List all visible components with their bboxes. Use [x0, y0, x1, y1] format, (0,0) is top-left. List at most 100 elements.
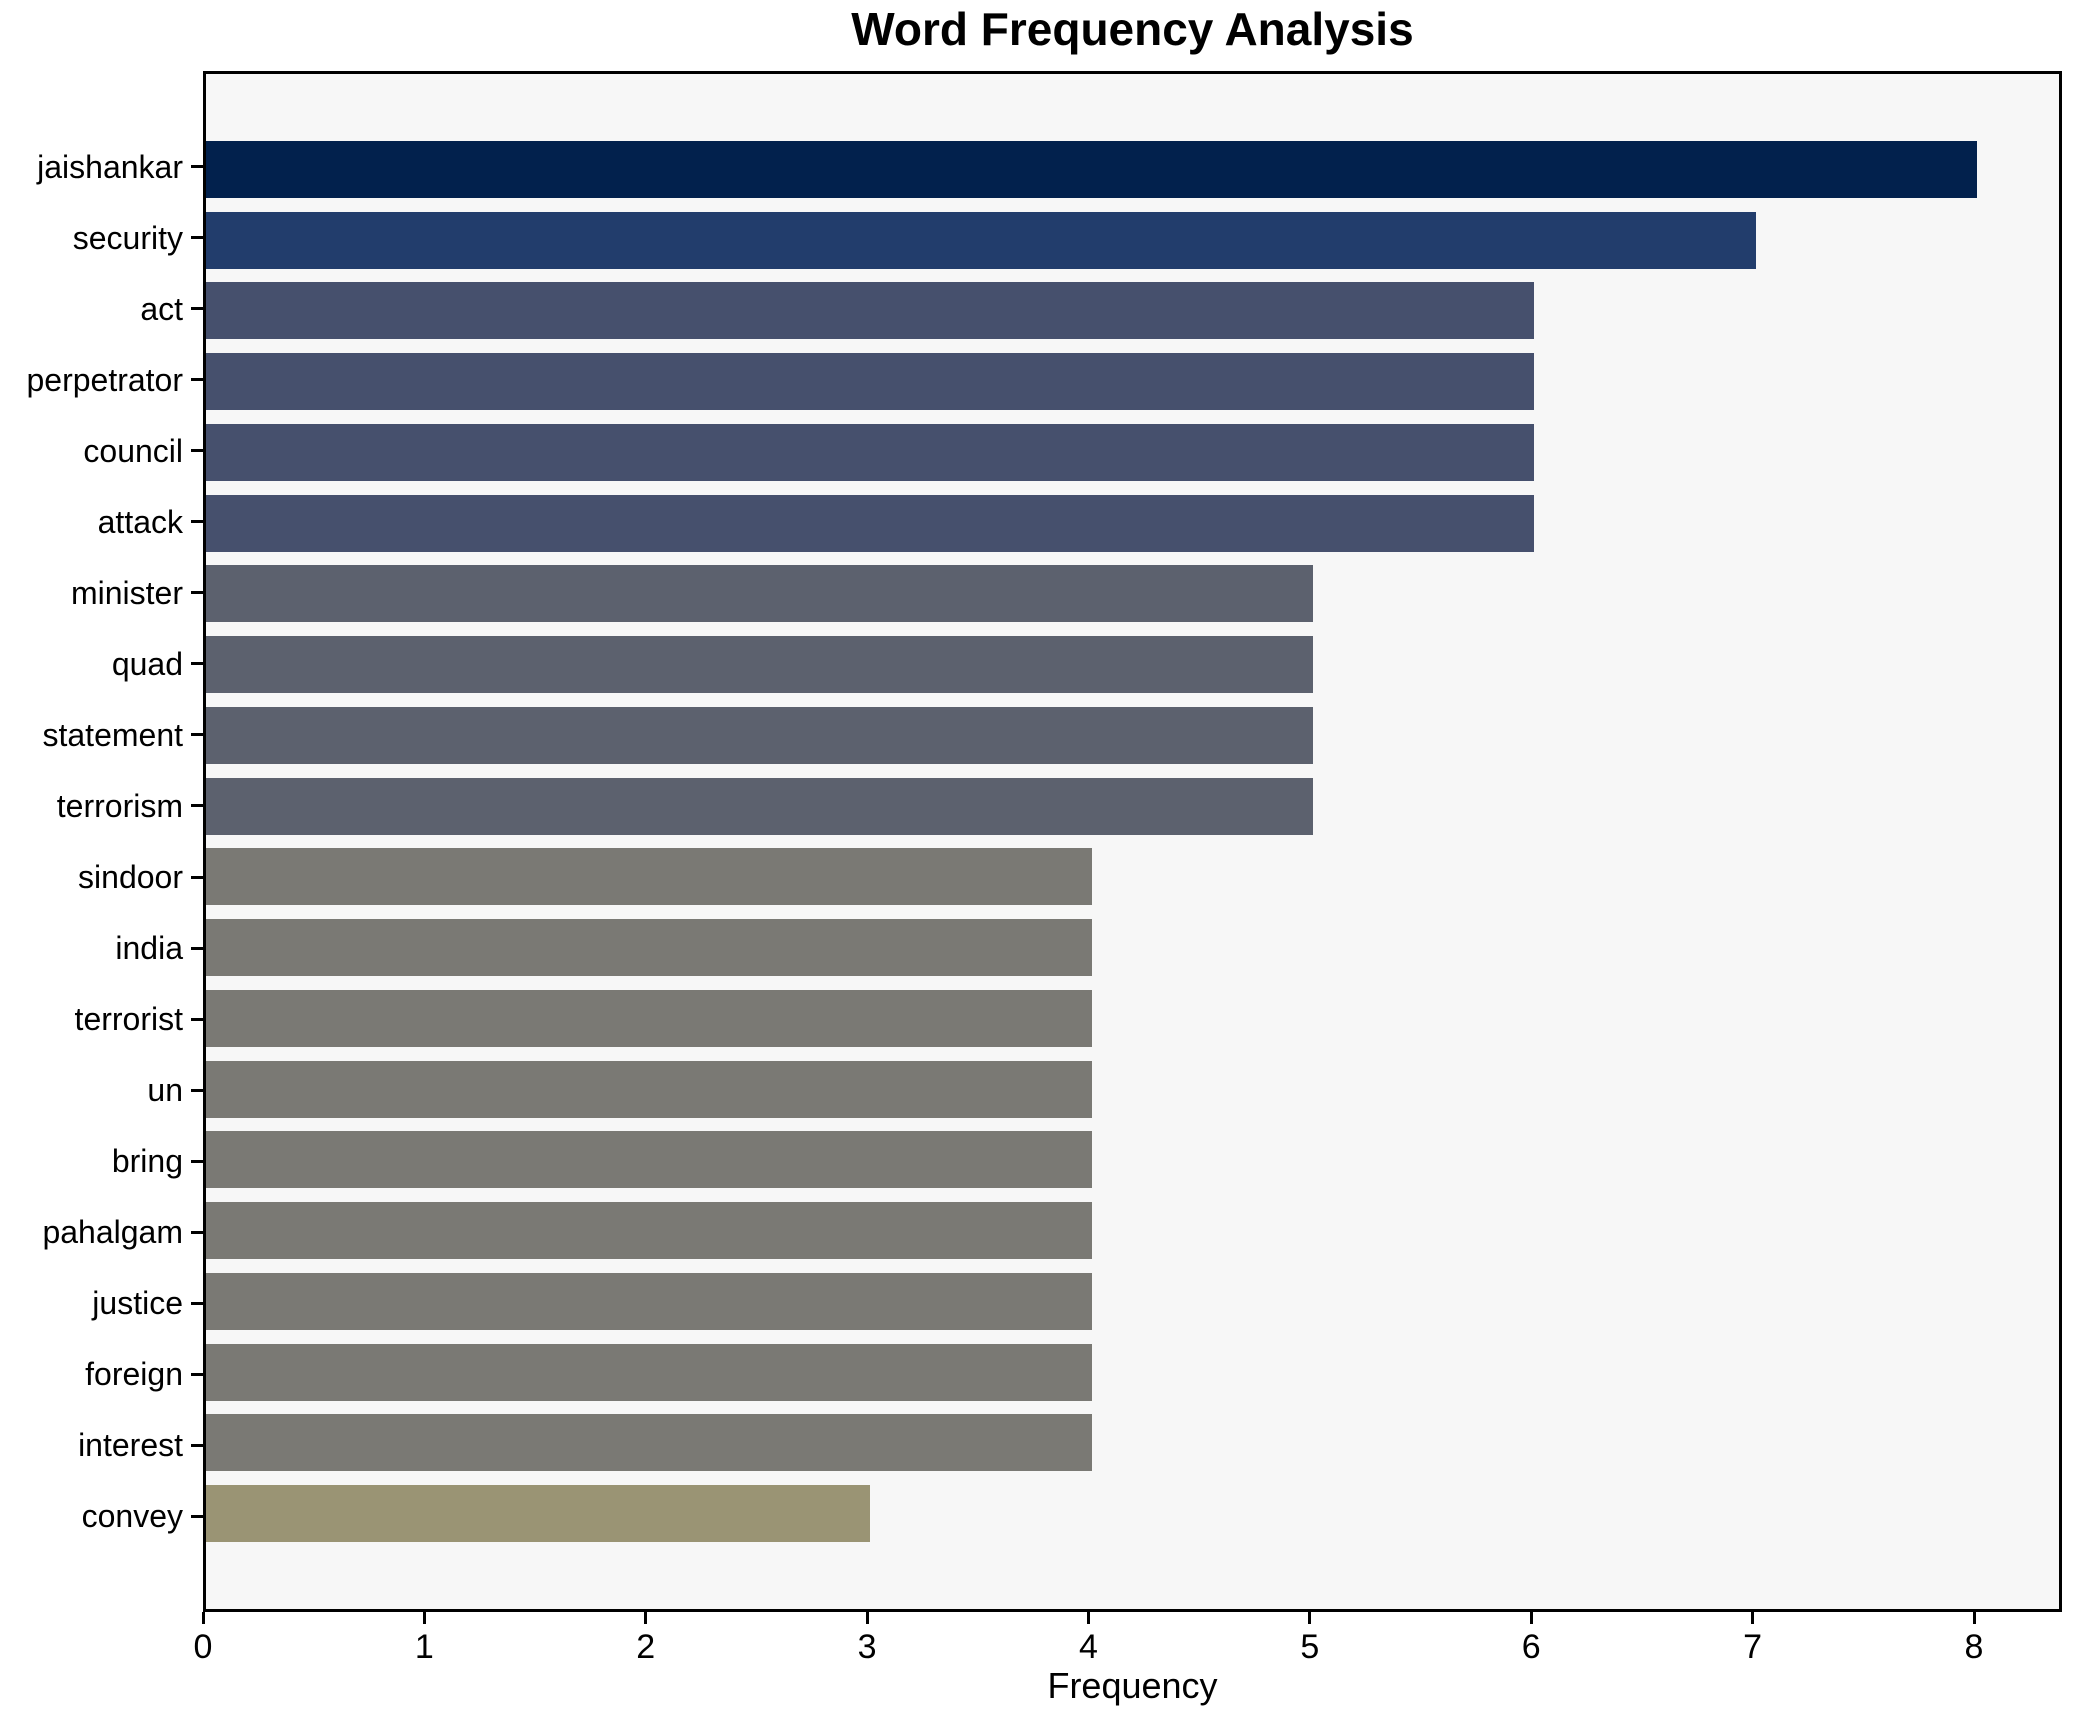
y-axis-tick: [191, 662, 203, 666]
y-axis-tick-label: un: [147, 1072, 183, 1109]
x-axis-tick-label: 2: [636, 1628, 656, 1666]
x-axis-tick-label: 0: [193, 1628, 213, 1666]
y-axis-tick: [191, 165, 203, 169]
y-axis-tick-label: statement: [42, 716, 183, 753]
bar-council: [206, 423, 1535, 481]
x-axis-tick: [201, 1612, 205, 1624]
bar-row: [206, 276, 2059, 347]
y-axis-tick: [191, 520, 203, 524]
y-axis-tick-label: convey: [81, 1498, 183, 1535]
y-axis-tick-label: sindoor: [78, 859, 183, 896]
bar-terrorism: [206, 777, 1313, 835]
bar-row: [206, 417, 2059, 488]
bar-row: [206, 1337, 2059, 1408]
y-axis-tick: [191, 1514, 203, 1518]
y-axis-tick: [191, 946, 203, 950]
y-axis-tick: [191, 1443, 203, 1447]
y-axis-tick: [191, 1301, 203, 1305]
bar-row: [206, 346, 2059, 417]
bar-row: [206, 1478, 2059, 1549]
bar-sindoor: [206, 848, 1092, 906]
y-axis-tick-label: council: [83, 432, 183, 469]
x-axis-tick: [1529, 1612, 1533, 1624]
y-axis-tick: [191, 875, 203, 879]
y-axis-tick-label: terrorism: [56, 787, 183, 824]
x-axis-tick: [422, 1612, 426, 1624]
x-axis-tick-label: 4: [1079, 1628, 1098, 1666]
y-axis-tick-label: jaishankar: [37, 148, 183, 185]
x-axis-tick-label: 6: [1521, 1628, 1541, 1666]
plot-area: [203, 71, 2062, 1612]
bar-foreign: [206, 1343, 1092, 1401]
bar-pahalgam: [206, 1202, 1092, 1260]
y-axis-tick: [191, 1017, 203, 1021]
x-axis-tick-label: 8: [1964, 1628, 1984, 1666]
bar-bring: [206, 1131, 1092, 1189]
bar-row: [206, 1054, 2059, 1125]
y-axis-tick-label: interest: [78, 1427, 183, 1464]
bar-row: [206, 700, 2059, 771]
bar-statement: [206, 706, 1313, 764]
y-axis-tick: [191, 591, 203, 595]
y-axis-tick-label: justice: [92, 1285, 183, 1322]
bar-convey: [206, 1485, 871, 1543]
bar-attack: [206, 494, 1535, 552]
bar-row: [206, 1195, 2059, 1266]
x-axis-tick: [1087, 1612, 1090, 1624]
x-axis-tick: [865, 1612, 869, 1624]
y-axis-tick-label: attack: [97, 503, 183, 540]
bar-row: [206, 983, 2059, 1054]
bar-security: [206, 211, 1756, 269]
bar-row: [206, 488, 2059, 559]
y-axis-tick-label: foreign: [85, 1356, 183, 1393]
bar-row: [206, 1266, 2059, 1337]
bar-justice: [206, 1272, 1092, 1330]
x-axis-tick: [644, 1612, 648, 1624]
bar-row: [206, 771, 2059, 842]
x-axis-tick-label: 3: [857, 1628, 877, 1666]
bar-india: [206, 919, 1092, 977]
y-axis-tick: [191, 1088, 203, 1092]
bar-row: [206, 912, 2059, 983]
bar-perpetrator: [206, 353, 1535, 411]
x-axis-tick: [1308, 1612, 1312, 1624]
y-axis-tick: [191, 1230, 203, 1234]
y-axis-tick-label: minister: [70, 574, 183, 611]
y-axis-tick-label: perpetrator: [26, 361, 183, 398]
x-axis-tick-label: 1: [414, 1628, 434, 1666]
y-axis-tick: [191, 804, 203, 808]
x-axis-label: Frequency: [1047, 1665, 1218, 1706]
x-axis-tick: [1972, 1612, 1976, 1624]
x-axis-tick-label: 7: [1743, 1628, 1763, 1666]
bar-row: [206, 1125, 2059, 1196]
bars-container: [206, 74, 2059, 1609]
y-axis-tick: [191, 1372, 203, 1376]
chart-title: Word Frequency Analysis: [851, 3, 1414, 55]
y-axis-tick: [191, 378, 203, 382]
y-axis-tick-label: india: [115, 930, 183, 967]
x-axis-tick-label: 5: [1300, 1628, 1320, 1666]
bar-minister: [206, 565, 1313, 623]
bar-act: [206, 282, 1535, 340]
y-axis-tick: [191, 307, 203, 311]
y-axis-tick: [191, 1159, 203, 1163]
bar-row: [206, 134, 2059, 205]
bar-row: [206, 559, 2059, 630]
bar-jaishankar: [206, 140, 1977, 198]
y-axis-tick: [191, 449, 203, 453]
bar-row: [206, 629, 2059, 700]
bar-row: [206, 1408, 2059, 1479]
y-axis-tick: [191, 236, 203, 240]
bar-quad: [206, 636, 1313, 694]
y-axis-tick-label: security: [72, 219, 183, 256]
y-axis-tick-label: quad: [111, 645, 183, 682]
x-axis-tick: [1751, 1612, 1755, 1624]
y-axis-tick-label: terrorist: [74, 1001, 183, 1038]
bar-row: [206, 842, 2059, 913]
bar-terrorist: [206, 989, 1092, 1047]
bar-interest: [206, 1414, 1092, 1472]
y-axis-tick: [191, 733, 203, 737]
y-axis-tick-label: bring: [111, 1143, 183, 1180]
bar-row: [206, 205, 2059, 276]
